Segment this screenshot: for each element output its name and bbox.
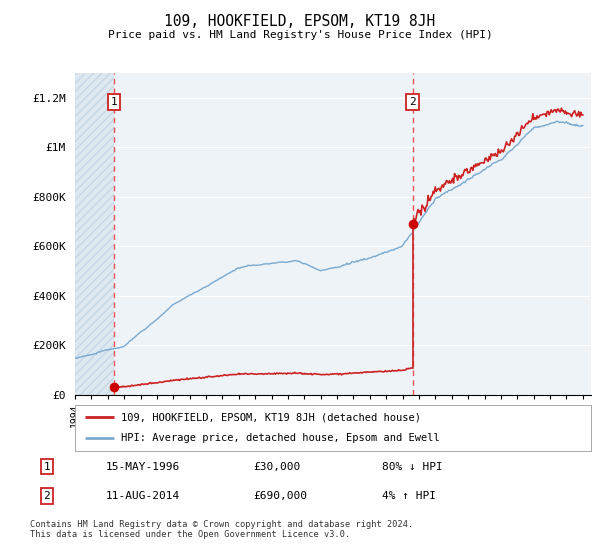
Bar [75, 73, 114, 395]
Text: 11-AUG-2014: 11-AUG-2014 [106, 491, 179, 501]
Text: 80% ↓ HPI: 80% ↓ HPI [382, 461, 442, 472]
Text: Contains HM Land Registry data © Crown copyright and database right 2024.
This d: Contains HM Land Registry data © Crown c… [30, 520, 413, 539]
Text: 1: 1 [110, 97, 117, 107]
Text: 2: 2 [409, 97, 416, 107]
Text: 4% ↑ HPI: 4% ↑ HPI [382, 491, 436, 501]
Text: 2: 2 [43, 491, 50, 501]
Text: 109, HOOKFIELD, EPSOM, KT19 8JH: 109, HOOKFIELD, EPSOM, KT19 8JH [164, 14, 436, 29]
Text: 15-MAY-1996: 15-MAY-1996 [106, 461, 179, 472]
Text: HPI: Average price, detached house, Epsom and Ewell: HPI: Average price, detached house, Epso… [121, 433, 440, 444]
Text: 109, HOOKFIELD, EPSOM, KT19 8JH (detached house): 109, HOOKFIELD, EPSOM, KT19 8JH (detache… [121, 412, 421, 422]
Text: 1: 1 [43, 461, 50, 472]
Text: £30,000: £30,000 [253, 461, 301, 472]
Bar [75, 73, 114, 395]
Text: Price paid vs. HM Land Registry's House Price Index (HPI): Price paid vs. HM Land Registry's House … [107, 30, 493, 40]
Text: £690,000: £690,000 [253, 491, 307, 501]
